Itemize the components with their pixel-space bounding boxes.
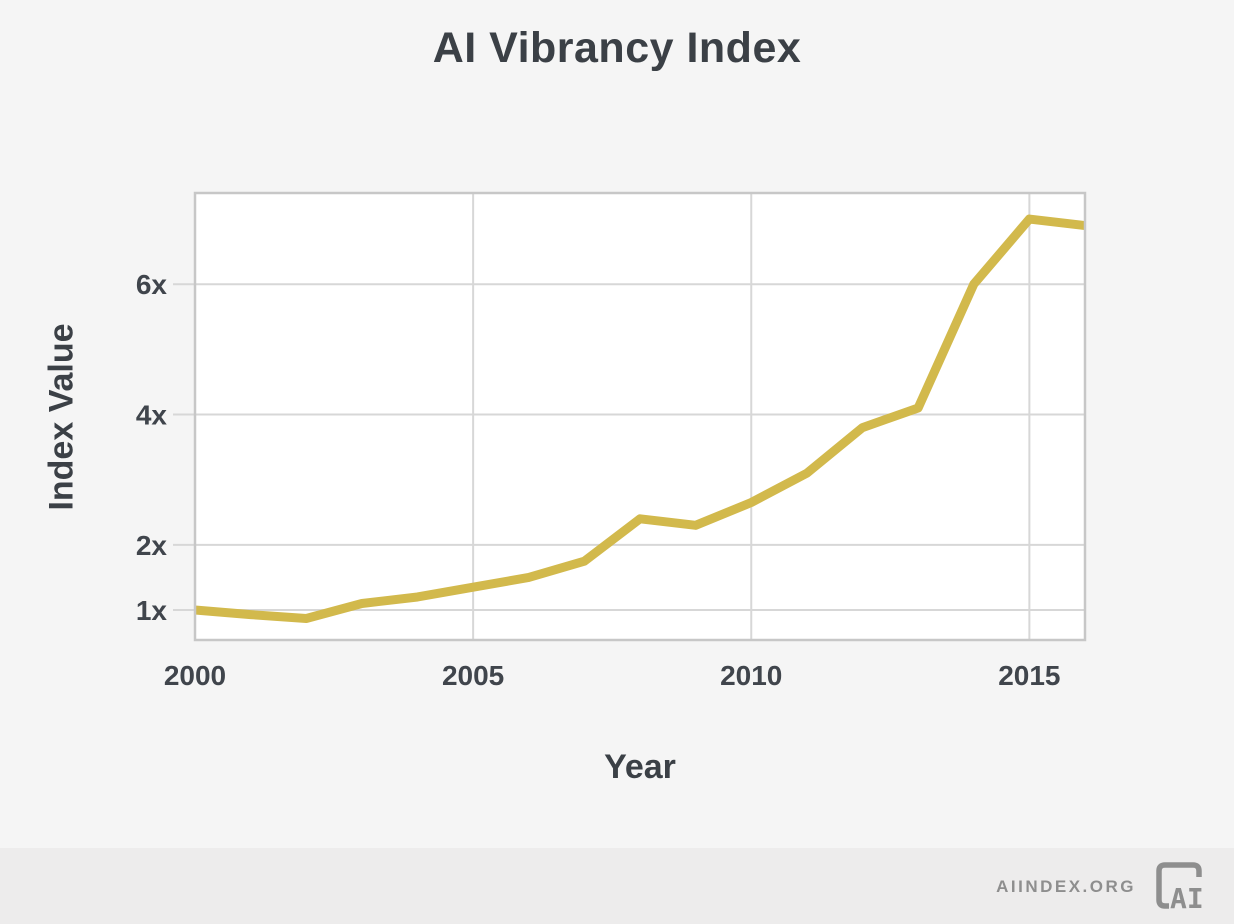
chart-title: AI Vibrancy Index bbox=[432, 24, 802, 72]
y-tick-label: 6x bbox=[136, 269, 168, 300]
logo-bracket-shape bbox=[1156, 862, 1202, 909]
plot-area bbox=[195, 193, 1085, 640]
chart-plot: 1x 2x 4x 6x 2000 2005 2010 2015 bbox=[136, 191, 1087, 691]
plot-border bbox=[193, 191, 1087, 642]
y-tick-label: 4x bbox=[136, 400, 168, 431]
x-tick-label: 2000 bbox=[164, 660, 226, 691]
footer-bar: AIINDEX.ORG AI bbox=[0, 848, 1234, 924]
x-tick-label: 2005 bbox=[442, 660, 504, 691]
x-tick-label: 2010 bbox=[720, 660, 782, 691]
footer-site-label: AIINDEX.ORG bbox=[996, 877, 1136, 896]
logo-text: AI bbox=[1170, 882, 1204, 912]
x-tick-label: 2015 bbox=[998, 660, 1060, 691]
data-line bbox=[194, 214, 1086, 623]
x-axis-title: Year bbox=[604, 748, 676, 786]
ai-index-logo-icon: AI bbox=[1156, 862, 1204, 912]
y-tick-label: 1x bbox=[136, 595, 168, 626]
y-tick-label: 2x bbox=[136, 530, 168, 561]
